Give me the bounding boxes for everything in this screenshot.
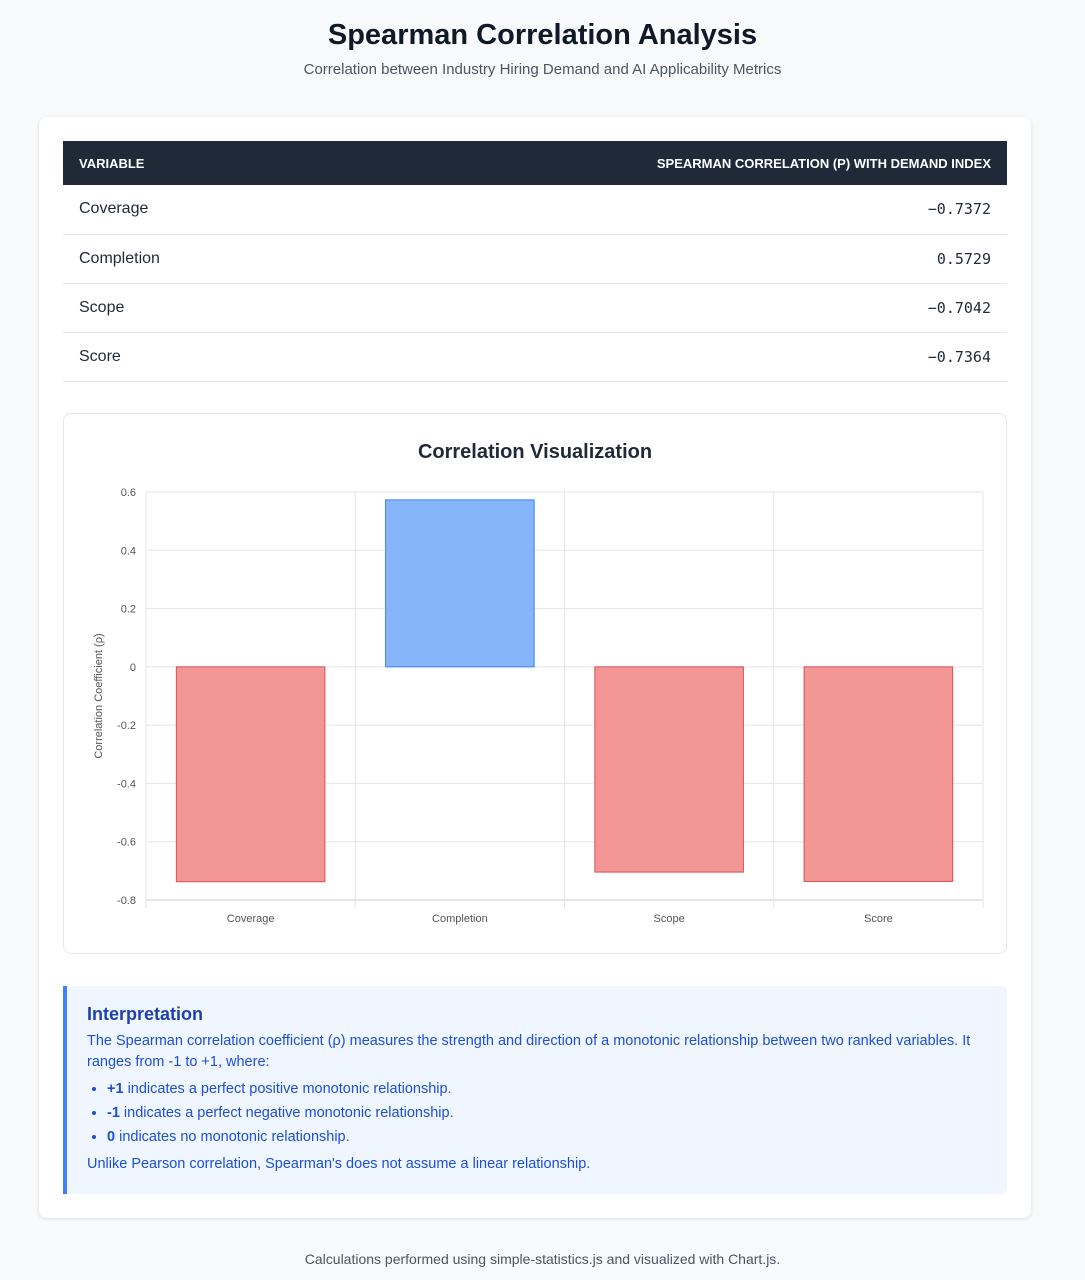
- y-tick-label: 0.6: [121, 487, 136, 499]
- variable-cell: Coverage: [63, 185, 286, 235]
- interpretation-note: Unlike Pearson correlation, Spearman's d…: [87, 1156, 591, 1172]
- page-subtitle: Correlation between Industry Hiring Dema…: [303, 61, 782, 78]
- interpretation-panel: Interpretation The Spearman correlation …: [63, 986, 1007, 1194]
- correlation-table: Variable Spearman Correlation (ρ) with D…: [63, 141, 1007, 382]
- variable-cell: Scope: [63, 283, 286, 333]
- value-cell: 0.5729: [285, 234, 1007, 284]
- bar-chart: 0.6 0.4 0.2 0 -0.2 -0.4 -0.6 -0.8 Coverage Comple…: [93, 487, 984, 925]
- item-value: -1: [107, 1105, 120, 1121]
- y-tick-label: -0.6: [117, 837, 136, 849]
- list-item: -1 indicates a perfect negative monotoni…: [107, 1103, 987, 1124]
- column-header-correlation: Spearman Correlation (ρ) with Demand Ind…: [285, 141, 1007, 185]
- y-tick-label: 0: [130, 662, 136, 674]
- value-cell: −0.7042: [285, 283, 1007, 333]
- list-item: +1 indicates a perfect positive monotoni…: [107, 1079, 987, 1100]
- y-tick-label: 0.4: [121, 545, 136, 557]
- column-header-variable: Variable: [63, 141, 286, 185]
- bar-completion: [385, 499, 535, 668]
- item-text: indicates a perfect negative monotonic r…: [119, 1105, 454, 1121]
- y-tick-label: -0.4: [117, 778, 136, 790]
- variable-cell: Score: [63, 332, 286, 382]
- item-value: 0: [107, 1129, 116, 1145]
- x-tick-label: Scope: [654, 913, 685, 925]
- x-tick-label: Completion: [432, 913, 488, 925]
- list-item: 0 indicates no monotonic relationship.: [107, 1127, 987, 1148]
- y-tick-label: -0.2: [117, 720, 136, 732]
- chart-container: Correlation Visualization 0.6 0.4 0.2 0 -0.2…: [63, 413, 1007, 954]
- bar-coverage: [175, 666, 326, 883]
- bar-scope: [594, 666, 744, 873]
- main-card: Variable Spearman Correlation (ρ) with D…: [39, 117, 1031, 1218]
- y-tick-label: 0.2: [121, 604, 136, 616]
- item-value: +1: [107, 1081, 124, 1097]
- chart-title: Correlation Visualization: [417, 441, 653, 463]
- item-text: indicates no monotonic relationship.: [115, 1129, 350, 1145]
- item-text: indicates a perfect positive monotonic r…: [123, 1081, 452, 1097]
- value-cell: −0.7364: [285, 332, 1007, 382]
- footer-note: Calculations performed using simple-stat…: [304, 1251, 781, 1267]
- y-tick-label: -0.8: [117, 895, 136, 907]
- table-row: Coverage −0.7372: [63, 185, 1007, 235]
- variable-cell: Completion: [63, 234, 286, 284]
- bar-score: [803, 666, 954, 882]
- page-title: Spearman Correlation Analysis: [327, 19, 758, 51]
- table-row: Completion 0.5729: [63, 234, 1007, 284]
- interpretation-intro: The Spearman correlation coefficient (ρ)…: [87, 1033, 971, 1070]
- x-tick-label: Coverage: [227, 913, 275, 925]
- x-tick-label: Score: [864, 913, 893, 925]
- y-axis-label: Correlation Coefficient (ρ): [93, 633, 105, 758]
- table-row: Score −0.7364: [63, 332, 1007, 382]
- value-cell: −0.7372: [285, 185, 1007, 235]
- table-row: Scope −0.7042: [63, 283, 1007, 333]
- interpretation-title: Interpretation: [87, 1004, 204, 1024]
